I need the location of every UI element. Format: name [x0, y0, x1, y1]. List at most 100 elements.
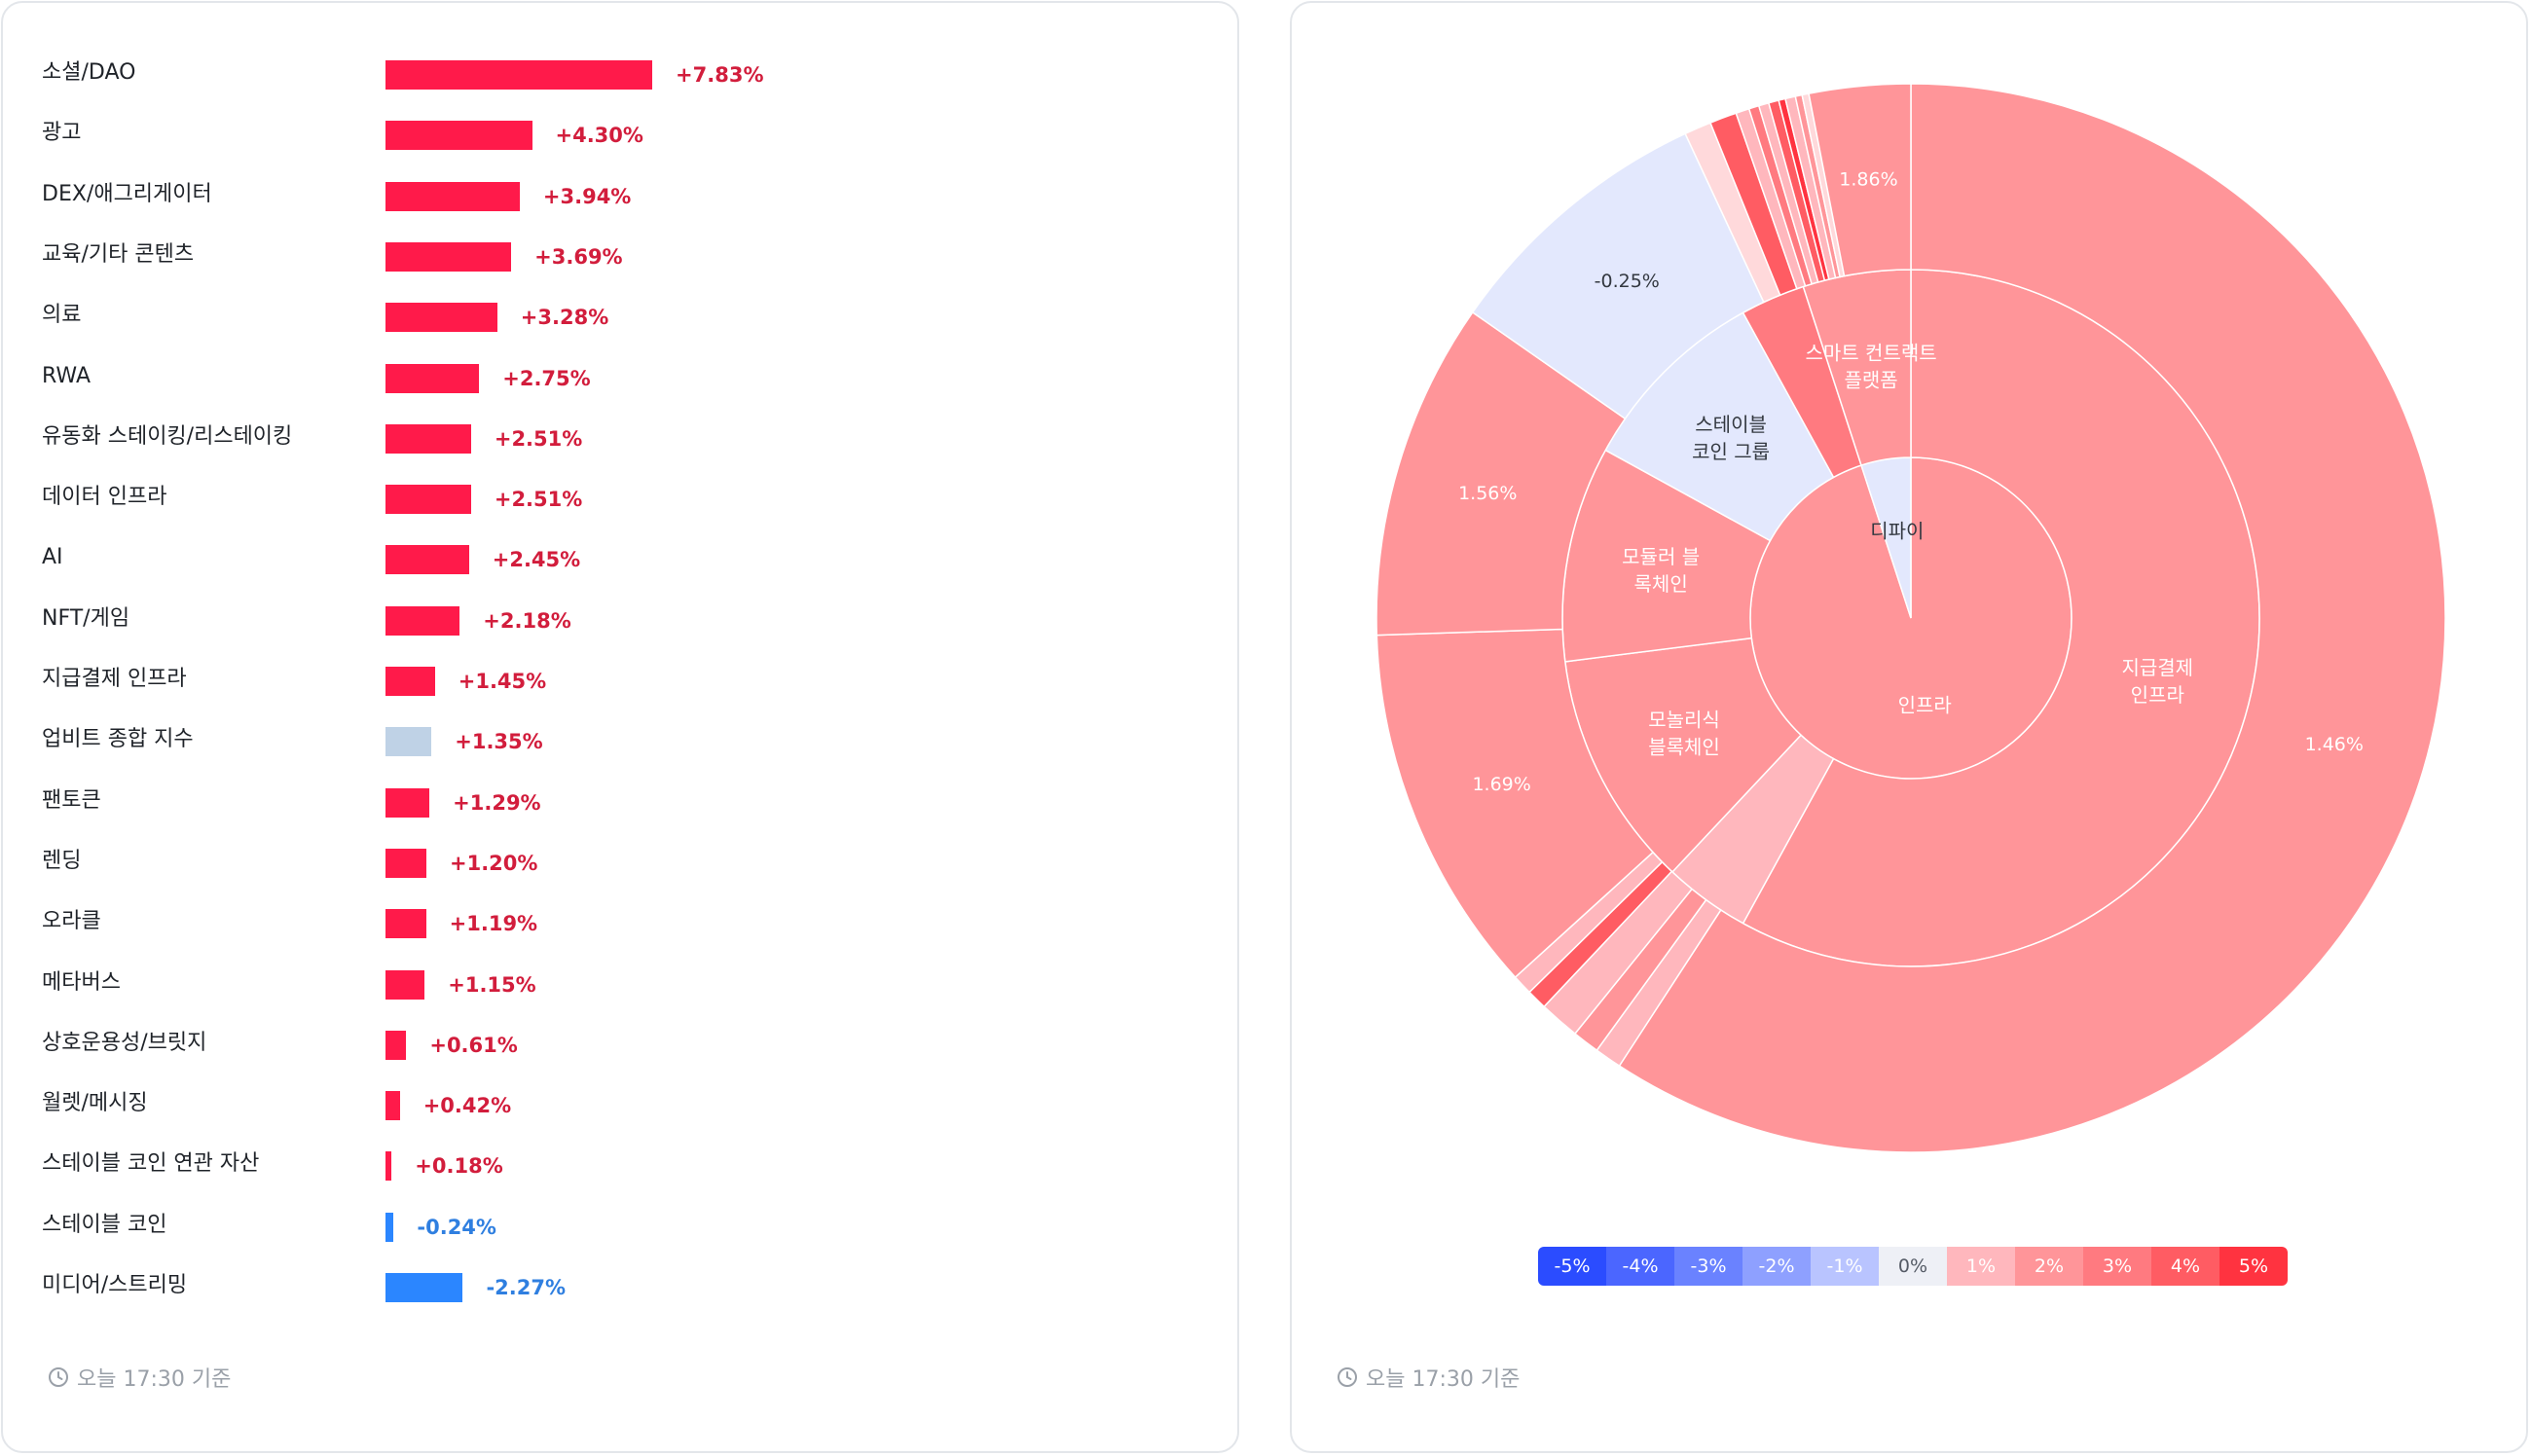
bar-value-label: +0.42%	[422, 1094, 512, 1118]
bar-value-label: -2.27%	[486, 1276, 567, 1299]
bar-row[interactable]: NFT/게임 +2.18%	[3, 590, 1171, 648]
legend-swatch: 5%	[2219, 1247, 2288, 1286]
legend-swatch: 3%	[2083, 1247, 2151, 1286]
sunburst-segment-outer[interactable]	[1618, 83, 2446, 1153]
bar-category-label: 미디어/스트리밍	[42, 1273, 188, 1297]
legend-swatch: -2%	[1742, 1247, 1811, 1286]
bar-value-label: +1.35%	[455, 730, 543, 754]
color-scale-legend: -5% -4% -3% -2% -1% 0% 1% 2% 3% 4% 5%	[1538, 1247, 2288, 1286]
sunburst-label: 디파이	[1870, 519, 1924, 542]
bar-row[interactable]: 스테이블 코인 -0.24%	[3, 1196, 1171, 1255]
bar-mark	[385, 121, 532, 151]
bar-category-label: AI	[42, 545, 63, 570]
bar-value-label: +0.61%	[429, 1033, 518, 1057]
bar-row[interactable]: 유동화 스테이킹/리스테이킹 +2.51%	[3, 408, 1171, 466]
legend-swatch: -3%	[1674, 1247, 1742, 1286]
bar-row[interactable]: RWA +2.75%	[3, 347, 1171, 406]
bar-mark	[385, 545, 469, 575]
sunburst-label: -0.25%	[1595, 271, 1660, 292]
sunburst-label: 모듈러 블 록체인	[1622, 545, 1700, 596]
bar-category-label: 유동화 스테이킹/리스테이킹	[42, 423, 293, 449]
legend-swatch: 0%	[1879, 1247, 1947, 1286]
bar-row[interactable]: 메타버스 +1.15%	[3, 954, 1171, 1012]
bar-row[interactable]: 소셜/DAO +7.83%	[3, 44, 1171, 102]
bar-value-label: +2.18%	[483, 608, 571, 633]
legend-swatch: -1%	[1811, 1247, 1879, 1286]
clock-icon	[1338, 1367, 1357, 1387]
sunburst-label: 1.86%	[1839, 169, 1897, 191]
bar-row[interactable]: AI +2.45%	[3, 528, 1171, 587]
bar-mark	[385, 1212, 394, 1242]
bar-mark	[385, 423, 471, 454]
bar-value-label: +2.75%	[502, 366, 591, 390]
bar-row[interactable]: 렌딩 +1.20%	[3, 832, 1171, 891]
bar-mark	[385, 485, 471, 515]
bar-category-label: 상호운용성/브릿지	[42, 1030, 207, 1055]
bar-value-label: +3.69%	[534, 244, 623, 269]
bar-value-label: +7.83%	[676, 63, 764, 87]
bar-mark	[385, 1151, 392, 1182]
bar-category-label: 렌딩	[42, 848, 82, 873]
sunburst-label: 인프라	[1898, 694, 1952, 717]
bar-category-label: RWA	[42, 363, 91, 388]
bar-row[interactable]: 지급결제 인프라 +1.45%	[3, 650, 1171, 709]
sunburst-label: 스테이블 코인 그룹	[1692, 413, 1770, 463]
bar-mark	[385, 969, 425, 1000]
bar-value-label: +0.18%	[415, 1154, 503, 1179]
bar-mark	[385, 1091, 400, 1121]
bar-value-label: +1.29%	[453, 790, 541, 815]
bar-row[interactable]: 오라클 +1.19%	[3, 892, 1171, 951]
bar-row[interactable]: 교육/기타 콘텐츠 +3.69%	[3, 226, 1171, 284]
bar-category-label: 업비트 종합 지수	[42, 727, 194, 752]
bar-panel-timestamp: 오늘 17:30 기준	[48, 1362, 231, 1393]
sunburst-label: 모놀리식 블록체인	[1648, 709, 1720, 759]
bar-category-label: 스테이블 코인	[42, 1212, 167, 1237]
sunburst-label: 1.46%	[2305, 734, 2364, 755]
bar-row[interactable]: 팬토큰 +1.29%	[3, 772, 1171, 830]
bar-value-label: -0.24%	[417, 1215, 496, 1239]
bar-row[interactable]: 광고 +4.30%	[3, 104, 1171, 163]
bar-category-label: 데이터 인프라	[42, 485, 167, 510]
bar-row[interactable]: 미디어/스트리밍 -2.27%	[3, 1256, 1171, 1315]
bar-value-label: +1.15%	[448, 972, 536, 997]
bar-mark	[385, 667, 435, 696]
bar-row[interactable]: 월렛/메시징 +0.42%	[3, 1074, 1171, 1133]
category-bar-panel: 소셜/DAO +7.83% 광고 +4.30% DEX/애그리게이터 +3.94% 교육/기…	[1, 1, 1239, 1453]
bar-mark	[385, 60, 653, 90]
bar-row[interactable]: 스테이블 코인 연관 자산 +0.18%	[3, 1135, 1171, 1193]
bar-row[interactable]: 상호운용성/브릿지 +0.61%	[3, 1014, 1171, 1073]
bar-mark	[385, 1030, 407, 1060]
bar-category-label: 지급결제 인프라	[42, 667, 187, 691]
bar-mark	[385, 363, 480, 393]
bar-mark	[385, 241, 512, 272]
bar-category-label: 오라클	[42, 909, 101, 934]
bar-value-label: +1.20%	[450, 851, 538, 875]
sunburst-segment-outer[interactable]	[1808, 83, 1912, 277]
legend-swatch: -4%	[1606, 1247, 1674, 1286]
bar-category-label: 소셜/DAO	[42, 60, 136, 85]
bar-row[interactable]: DEX/애그리게이터 +3.94%	[3, 165, 1171, 224]
sunburst-label: 스마트 컨트랙트 플랫폼	[1806, 342, 1937, 392]
bar-category-label: NFT/게임	[42, 605, 130, 631]
legend-swatch: 4%	[2151, 1247, 2219, 1286]
bar-row[interactable]: 업비트 종합 지수 +1.35%	[3, 710, 1171, 769]
bar-value-label: +1.45%	[458, 670, 547, 693]
bar-category-label: 월렛/메시징	[42, 1091, 148, 1116]
bar-mark	[385, 303, 497, 333]
bar-row[interactable]: 의료 +3.28%	[3, 286, 1171, 345]
bar-value-label: +2.51%	[494, 488, 583, 512]
bar-category-label: 스테이블 코인 연관 자산	[42, 1151, 260, 1177]
bar-value-label: +2.51%	[494, 426, 583, 451]
sunburst-label: 1.56%	[1458, 483, 1517, 504]
bar-category-label: DEX/애그리게이터	[42, 181, 212, 206]
legend-swatch: 1%	[1947, 1247, 2015, 1286]
timestamp-text: 오늘 17:30 기준	[77, 1367, 232, 1392]
bar-row[interactable]: 데이터 인프라 +2.51%	[3, 468, 1171, 527]
sunburst-panel: 인프라 디파이 지급결제 인프라 모놀리식 블록체인 모듈러 블 록체인 스테이블 코인 그룹 스마…	[1290, 1, 2528, 1453]
bar-mark	[385, 909, 426, 939]
clock-icon	[49, 1367, 68, 1387]
legend-swatch: -5%	[1538, 1247, 1606, 1286]
bar-value-label: +3.94%	[542, 184, 632, 208]
bar-category-label: 팬토큰	[42, 787, 101, 813]
